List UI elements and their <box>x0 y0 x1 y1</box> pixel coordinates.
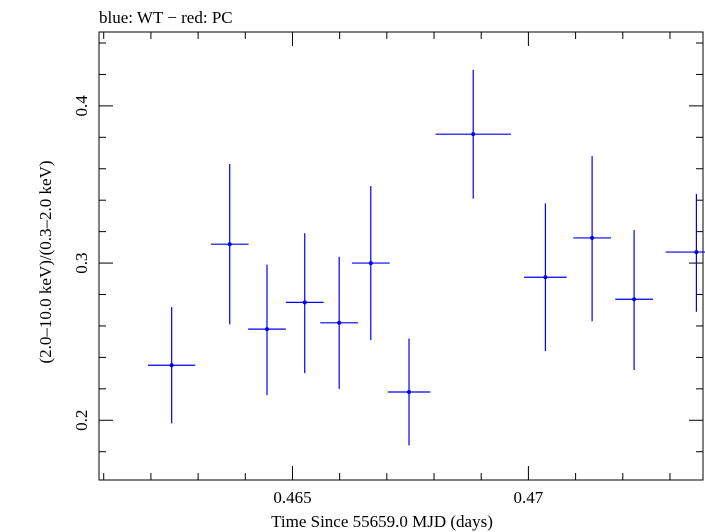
axis-ticks <box>99 32 703 480</box>
chart-title: blue: WT − red: PC <box>99 8 233 27</box>
data-series <box>148 69 705 446</box>
plot-frame <box>98 31 704 481</box>
data-point <box>320 256 359 389</box>
data-point <box>573 156 611 322</box>
data-point <box>248 264 286 396</box>
data-point <box>148 307 196 424</box>
data-point <box>285 233 324 374</box>
data-marker <box>302 300 307 305</box>
y-tick-label: 0.3 <box>72 252 91 273</box>
data-marker <box>543 275 548 280</box>
data-point <box>210 164 249 325</box>
data-marker <box>407 389 412 394</box>
data-point <box>351 186 390 341</box>
data-marker <box>694 250 699 255</box>
data-marker <box>264 327 269 332</box>
data-point <box>387 338 431 446</box>
tick-labels: 0.465 0.47 0.2 0.3 0.4 <box>72 95 544 507</box>
x-tick-label: 0.47 <box>514 488 544 507</box>
data-point <box>615 230 653 370</box>
data-marker <box>632 297 637 302</box>
data-marker <box>227 242 232 247</box>
x-tick-label: 0.465 <box>273 488 311 507</box>
y-axis-label: (2.0–10.0 keV)/(0.3–2.0 keV) <box>36 160 55 363</box>
data-point <box>524 203 567 352</box>
data-marker <box>471 132 476 137</box>
data-marker <box>368 261 373 266</box>
y-tick-label: 0.4 <box>72 95 91 117</box>
data-marker <box>590 235 595 240</box>
data-point <box>435 69 511 199</box>
y-tick-label: 0.2 <box>72 410 91 431</box>
x-axis-label: Time Since 55659.0 MJD (days) <box>271 512 493 531</box>
data-marker <box>337 320 342 325</box>
data-marker <box>169 363 174 368</box>
data-point <box>665 193 705 312</box>
